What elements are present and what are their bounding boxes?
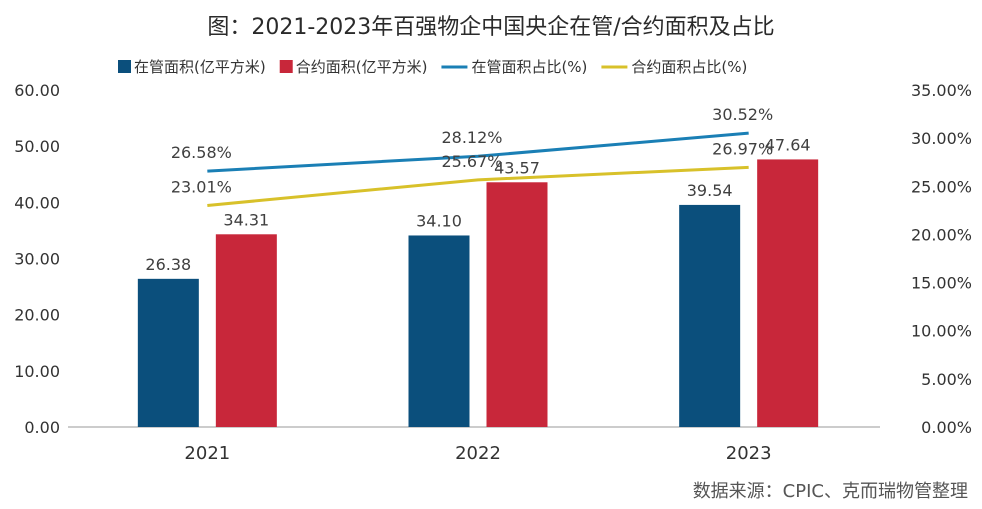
chart-legend: 在管面积(亿平方米) 合约面积(亿平方米) 在管面积占比(%) 合约面积占比(%) (118, 58, 747, 76)
right-axis-tick-label: 0.00% (921, 418, 972, 437)
right-axis-tick-label: 10.00% (911, 322, 972, 341)
bar-data-label: 39.54 (687, 181, 733, 200)
bar-data-label: 47.64 (765, 135, 811, 154)
right-axis-tick-label: 30.00% (911, 129, 972, 148)
left-axis-tick-label: 10.00 (14, 362, 60, 381)
left-axis-tick-label: 60.00 (14, 81, 60, 100)
chart-title: 图：2021-2023年百强物企中国央企在管/合约面积及占比 (207, 15, 774, 40)
line-data-label: 26.97% (712, 139, 773, 158)
line-data-label: 23.01% (171, 177, 232, 196)
left-axis-tick-label: 40.00 (14, 193, 60, 212)
bar (679, 204, 741, 427)
category-label: 2021 (184, 443, 230, 464)
left-y-axis: 0.00 10.00 20.00 30.00 40.00 50.00 60.00 (14, 81, 60, 437)
category-label: 2023 (726, 443, 772, 464)
right-axis-tick-label: 5.00% (921, 370, 972, 389)
left-axis-tick-label: 20.00 (14, 306, 60, 325)
line-data-label: 25.67% (441, 152, 502, 171)
bar (757, 159, 819, 427)
bar (486, 182, 548, 427)
right-y-axis: 0.00% 5.00% 10.00% 15.00% 20.00% 25.00% 30.00%… (911, 81, 972, 437)
source-note: 数据来源：CPIC、克而瑞物管整理 (693, 481, 968, 502)
right-axis-tick-label: 35.00% (911, 81, 972, 100)
x-axis-categories: 2021 2022 2023 (184, 443, 771, 464)
legend-swatch (118, 60, 131, 73)
bar (137, 278, 199, 427)
line-data-label: 30.52% (712, 105, 773, 124)
bar-data-label: 34.10 (416, 211, 462, 230)
legend-label: 合约面积(亿平方米) (296, 58, 428, 76)
left-axis-tick-label: 0.00 (24, 418, 60, 437)
legend-swatch (279, 60, 293, 73)
bar-data-label: 26.38 (145, 255, 191, 274)
bar (408, 235, 470, 427)
legend-label: 在管面积占比(%) (471, 58, 587, 76)
series-line (207, 165, 749, 207)
legend-label: 在管面积(亿平方米) (134, 58, 266, 76)
line-data-label: 28.12% (441, 128, 502, 147)
line-data-label: 26.58% (171, 143, 232, 162)
bar-data-label: 34.31 (223, 210, 269, 229)
lines-group: 26.58% 28.12% 30.52% 23.01% 25.67% 26.97% (171, 105, 773, 207)
right-axis-tick-label: 25.00% (911, 177, 972, 196)
legend-label: 合约面积占比(%) (631, 58, 747, 76)
bars-group: 26.38 34.10 39.54 34.31 43.57 47.64 (137, 135, 819, 427)
bar (215, 234, 277, 427)
bar-data-label: 43.57 (494, 158, 540, 177)
category-label: 2022 (455, 443, 501, 464)
right-axis-tick-label: 20.00% (911, 225, 972, 244)
left-axis-tick-label: 30.00 (14, 250, 60, 269)
right-axis-tick-label: 15.00% (911, 274, 972, 293)
left-axis-tick-label: 50.00 (14, 137, 60, 156)
series-line (207, 131, 749, 173)
